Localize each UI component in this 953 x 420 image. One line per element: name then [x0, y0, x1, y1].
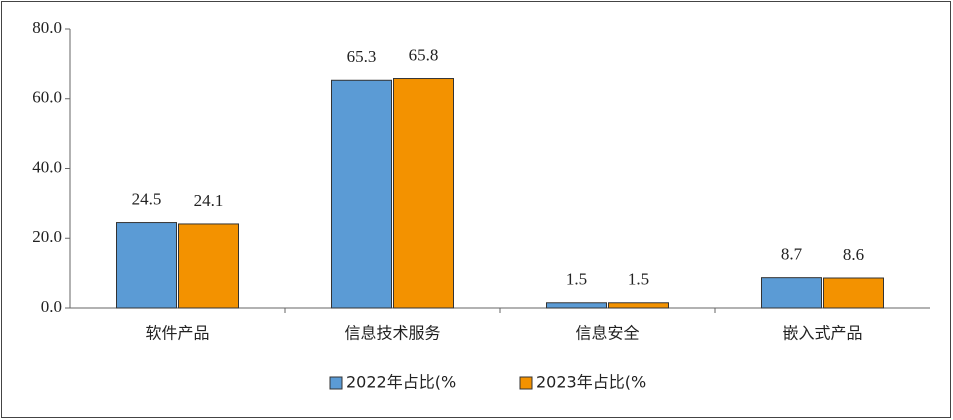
bar: [393, 78, 454, 309]
bar: [761, 277, 822, 309]
data-label: 8.6: [843, 245, 864, 264]
legend-label: 2022年占比(%: [346, 373, 456, 392]
y-tick-label: 60.0: [32, 88, 62, 107]
bar: [823, 277, 884, 309]
bar: [546, 302, 607, 309]
x-tick-label: 软件产品: [145, 324, 209, 343]
data-label: 24.5: [132, 189, 162, 208]
x-tick-label: 信息技术服务: [344, 324, 440, 343]
data-label: 1.5: [628, 270, 649, 289]
legend-swatch: [519, 376, 533, 390]
data-label: 24.1: [194, 191, 224, 210]
x-tick-label: 信息安全: [575, 324, 639, 343]
y-tick-label: 20.0: [32, 227, 62, 246]
bar: [331, 79, 392, 309]
x-tick-label: 嵌入式产品: [782, 324, 862, 343]
data-label: 1.5: [566, 270, 587, 289]
legend-label: 2023年占比(%: [536, 373, 646, 392]
data-label: 8.7: [781, 245, 803, 264]
legend-swatch: [329, 376, 343, 390]
y-tick-label: 80.0: [32, 18, 62, 37]
bar: [178, 223, 239, 309]
y-tick-label: 0.0: [41, 297, 62, 316]
bar: [608, 302, 669, 309]
bar: [116, 222, 177, 309]
data-label: 65.8: [409, 45, 439, 64]
data-label: 65.3: [347, 47, 377, 66]
y-tick-label: 40.0: [32, 157, 62, 176]
